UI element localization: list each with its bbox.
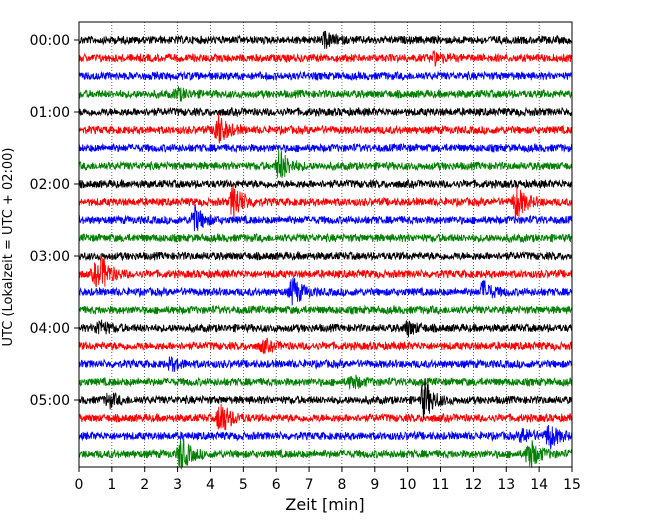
trace-line bbox=[78, 203, 573, 232]
x-tick-label: 6 bbox=[272, 477, 281, 493]
trace-line bbox=[78, 403, 573, 431]
trace-line bbox=[78, 112, 573, 145]
y-tick-label: 02:00 bbox=[30, 177, 70, 193]
trace-line bbox=[78, 50, 573, 67]
trace-line bbox=[78, 355, 573, 373]
trace-line bbox=[78, 319, 573, 338]
x-tick-label: 9 bbox=[370, 477, 379, 493]
x-axis: 0 1 2 3 4 5 6 7 8 9 10 11 12 13 14 15 bbox=[75, 467, 581, 493]
traces bbox=[78, 30, 573, 470]
trace-line bbox=[78, 178, 573, 190]
plot-frame bbox=[78, 21, 573, 468]
y-tick-label: 00:00 bbox=[30, 33, 70, 49]
trace-line bbox=[78, 86, 573, 102]
trace-line bbox=[78, 374, 573, 390]
trace-line bbox=[78, 277, 573, 306]
x-tick-label: 15 bbox=[563, 477, 581, 493]
trace-line bbox=[78, 337, 573, 355]
grid-lines bbox=[111, 22, 540, 467]
trace-line bbox=[78, 183, 573, 222]
trace-line bbox=[78, 142, 573, 154]
y-tick-label: 01:00 bbox=[30, 105, 70, 121]
x-tick-label: 2 bbox=[140, 477, 149, 493]
x-tick-label: 13 bbox=[497, 477, 515, 493]
x-tick-label: 4 bbox=[206, 477, 215, 493]
trace-line bbox=[78, 424, 573, 450]
y-tick-label: 03:00 bbox=[30, 249, 70, 265]
x-tick-label: 3 bbox=[173, 477, 182, 493]
trace-line bbox=[78, 149, 573, 178]
trace-line bbox=[78, 30, 573, 49]
x-tick-label: 1 bbox=[107, 477, 116, 493]
trace-line bbox=[78, 250, 573, 262]
trace-line bbox=[78, 106, 573, 118]
y-tick-label: 05:00 bbox=[30, 393, 70, 409]
trace-line bbox=[78, 232, 573, 244]
x-tick-label: 5 bbox=[239, 477, 248, 493]
y-axis: 00:00 01:00 02:00 03:00 04:00 05:00 bbox=[30, 33, 79, 409]
y-axis-label: UTC (Lokalzeit = UTC + 02:00) bbox=[1, 148, 16, 347]
x-tick-label: 8 bbox=[337, 477, 346, 493]
x-tick-label: 7 bbox=[305, 477, 314, 493]
trace-line bbox=[78, 378, 573, 421]
trace-line bbox=[78, 438, 573, 470]
x-tick-label: 0 bbox=[75, 477, 84, 493]
trace-line bbox=[78, 254, 573, 288]
x-tick-label: 10 bbox=[399, 477, 417, 493]
x-axis-label: Zeit [min] bbox=[285, 495, 364, 514]
x-tick-label: 14 bbox=[530, 477, 548, 493]
trace-line bbox=[78, 304, 573, 316]
x-tick-label: 11 bbox=[432, 477, 450, 493]
x-tick-label: 12 bbox=[464, 477, 482, 493]
y-tick-label: 04:00 bbox=[30, 321, 70, 337]
trace-line bbox=[78, 70, 573, 82]
